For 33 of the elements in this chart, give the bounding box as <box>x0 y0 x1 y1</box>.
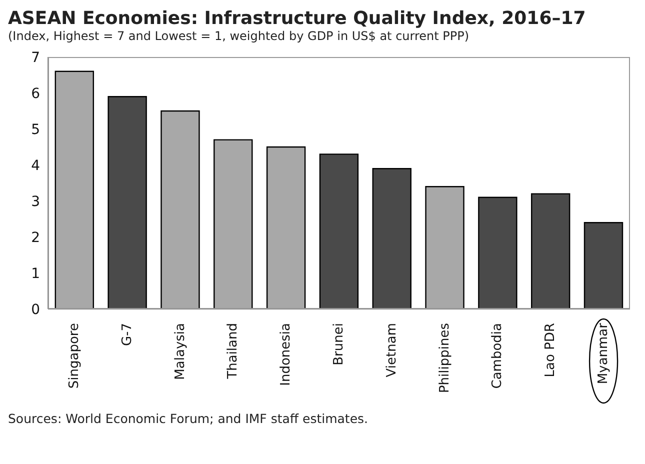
bar <box>160 110 200 309</box>
y-tick-label: 5 <box>31 122 40 138</box>
chart-title: ASEAN Economies: Infrastructure Quality Index, 2016–17 <box>8 8 587 29</box>
source-note: Sources: World Economic Forum; and IMF staff estimates. <box>8 411 369 426</box>
bar <box>108 96 147 309</box>
bar <box>584 222 624 309</box>
bar <box>54 70 94 309</box>
y-tick-label: 3 <box>31 194 40 210</box>
bar <box>214 139 253 309</box>
x-tick-label: Indonesia <box>278 323 294 386</box>
y-tick-label: 6 <box>31 86 40 102</box>
x-tick-label: Thailand <box>226 323 241 380</box>
bar <box>372 168 412 309</box>
bar <box>425 186 464 309</box>
y-tick-label: 0 <box>31 302 40 318</box>
bar <box>478 196 518 309</box>
bar <box>530 193 570 309</box>
chart-subtitle: (Index, Highest = 7 and Lowest = 1, weighted by GDP in US$ at current PPP) <box>8 29 470 43</box>
y-tick-label: 4 <box>31 158 40 174</box>
x-tick-label: Philippines <box>437 322 452 394</box>
x-tick-label: Malaysia <box>172 323 188 380</box>
x-tick-label: Myanmar <box>596 322 612 384</box>
x-tick-label: Vietnam <box>384 323 400 378</box>
x-tick-label: G-7 <box>120 323 135 346</box>
y-tick-label: 7 <box>31 50 40 66</box>
x-tick-label: Brunei <box>332 323 346 366</box>
bar <box>319 154 359 309</box>
x-tick-label: Lao PDR <box>543 323 558 378</box>
x-tick-label: Cambodia <box>490 323 506 389</box>
y-tick-label: 1 <box>31 266 40 282</box>
y-tick-label: 2 <box>31 230 40 246</box>
x-tick-label: Singapore <box>66 323 82 389</box>
bar <box>266 146 306 309</box>
